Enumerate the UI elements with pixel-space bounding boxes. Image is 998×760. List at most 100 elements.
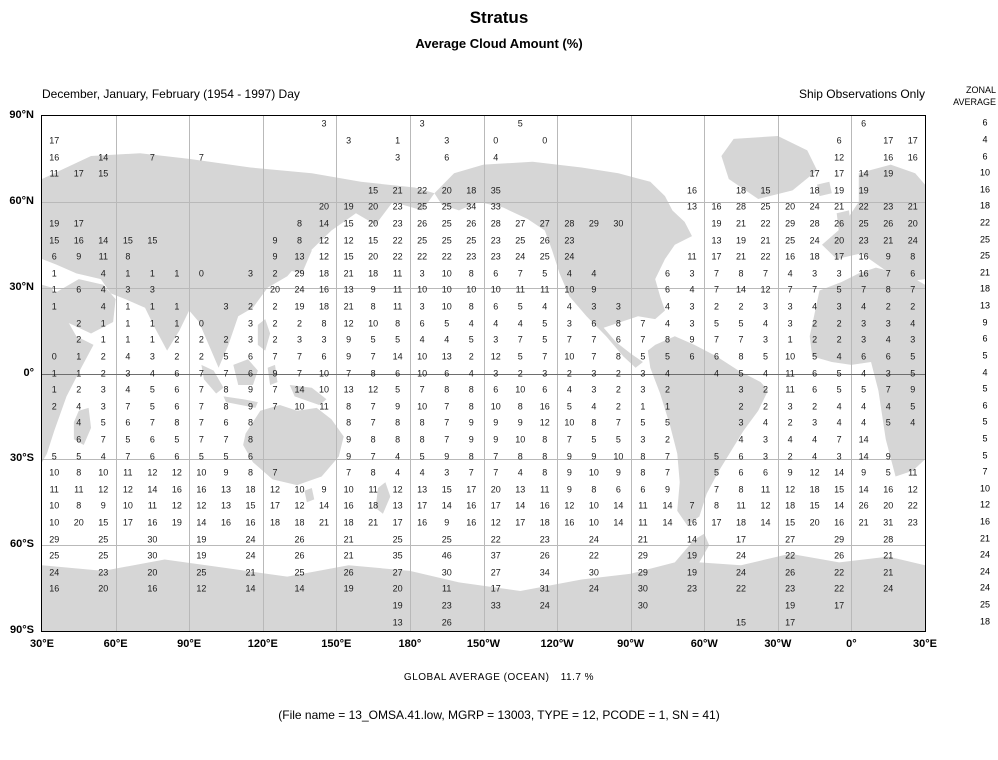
grid-value: 10 (417, 401, 428, 412)
grid-value: 10 (122, 500, 133, 511)
grid-value: 6 (174, 368, 180, 378)
grid-value: 6 (395, 368, 401, 378)
grid-value: 7 (738, 334, 744, 345)
grid-value: 7 (272, 384, 278, 395)
grid-value: 15 (785, 517, 796, 528)
grid-value: 22 (417, 185, 428, 196)
grid-value: 14 (858, 484, 869, 495)
grid-value: 9 (591, 451, 597, 462)
zonal-value: 25 (979, 599, 990, 610)
grid-value: 24 (907, 235, 918, 246)
grid-value: 25 (441, 534, 452, 545)
zonal-average-label-line2: AVERAGE (953, 97, 996, 107)
grid-value: 22 (417, 251, 428, 262)
grid-value: 7 (125, 401, 131, 412)
grid-value: 12 (490, 517, 501, 528)
grid-value: 10 (441, 268, 452, 279)
grid-value: 6 (51, 251, 57, 262)
grid-value: 10 (613, 451, 624, 462)
grid-value: 12 (122, 484, 133, 495)
grid-value: 17 (834, 251, 845, 262)
grid-value: 12 (196, 500, 207, 511)
grid-value: 3 (836, 268, 842, 279)
grid-value: 12 (171, 500, 182, 511)
grid-value: 6 (615, 334, 621, 345)
grid-value: 4 (517, 318, 523, 329)
grid-value: 17 (466, 484, 477, 495)
landmass-new-zealand (375, 482, 391, 514)
grid-value: 7 (149, 152, 155, 163)
grid-value: 5 (861, 384, 867, 395)
grid-value: 22 (907, 500, 918, 511)
grid-value: 8 (247, 467, 253, 478)
grid-value: 11 (908, 467, 918, 478)
grid-value: 7 (812, 284, 818, 295)
grid-value: 10 (49, 517, 60, 528)
grid-value: 19 (343, 583, 354, 594)
grid-value: 17 (711, 251, 722, 262)
grid-value: 26 (834, 550, 845, 561)
zonal-value: 18 (979, 616, 990, 627)
grid-value: 7 (591, 351, 597, 362)
lon-tick-label: 60°E (103, 638, 128, 650)
grid-value: 3 (542, 368, 548, 378)
grid-value: 6 (836, 135, 842, 146)
grid-value: 18 (294, 517, 305, 528)
landmass-europe (821, 164, 925, 282)
grid-value: 7 (370, 351, 376, 362)
grid-value: 5 (149, 401, 155, 412)
grid-value: 29 (49, 534, 60, 545)
grid-value: 13 (441, 351, 452, 362)
grid-value: 24 (588, 583, 599, 594)
grid-value: 9 (223, 467, 229, 478)
landmass-iceland (817, 181, 832, 197)
grid-value: 21 (368, 517, 379, 528)
grid-value: 15 (368, 235, 379, 246)
grid-value: 11 (98, 251, 108, 262)
grid-value: 11 (123, 467, 133, 478)
grid-value: 9 (444, 517, 450, 528)
grid-value: 9 (566, 467, 572, 478)
lon-tick-label: 90°W (617, 638, 645, 650)
grid-value: 4 (787, 434, 793, 445)
grid-value: 12 (809, 467, 820, 478)
grid-value: 10 (785, 351, 796, 362)
grid-value: 10 (515, 384, 526, 395)
grid-value: 12 (539, 417, 550, 428)
grid-value: 10 (368, 318, 379, 329)
grid-value: 5 (738, 368, 744, 378)
grid-value: 20 (73, 517, 84, 528)
grid-value: 2 (738, 301, 744, 312)
grid-value: 27 (515, 218, 526, 229)
grid-value: 7 (640, 318, 646, 329)
grid-value: 3 (763, 334, 769, 345)
grid-value: 14 (294, 384, 305, 395)
grid-value: 6 (493, 268, 499, 279)
grid-value: 11 (785, 368, 795, 378)
landmass-sumatra (201, 364, 224, 394)
grid-value: 5 (223, 351, 229, 362)
grid-value: 35 (392, 550, 403, 561)
grid-value: 3 (493, 334, 499, 345)
grid-value: 8 (468, 301, 474, 312)
grid-value: 3 (419, 118, 425, 129)
grid-value: 4 (542, 301, 548, 312)
grid-value: 24 (539, 600, 550, 611)
grid-value: 9 (272, 368, 278, 378)
grid-value: 8 (910, 251, 916, 262)
grid-value: 14 (858, 451, 869, 462)
grid-value: 8 (468, 451, 474, 462)
zonal-value: 13 (979, 300, 990, 311)
grid-value: 2 (100, 368, 106, 378)
grid-value: 5 (910, 401, 916, 412)
grid-value: 2 (787, 451, 793, 462)
grid-value: 8 (591, 484, 597, 495)
grid-value: 1 (174, 301, 180, 312)
grid-value: 5 (836, 284, 842, 295)
grid-value: 19 (196, 550, 207, 561)
grid-value: 25 (417, 201, 428, 212)
grid-value: 2 (272, 318, 278, 329)
grid-value: 9 (493, 417, 499, 428)
grid-value: 8 (885, 284, 891, 295)
grid-value: 1 (174, 318, 180, 329)
